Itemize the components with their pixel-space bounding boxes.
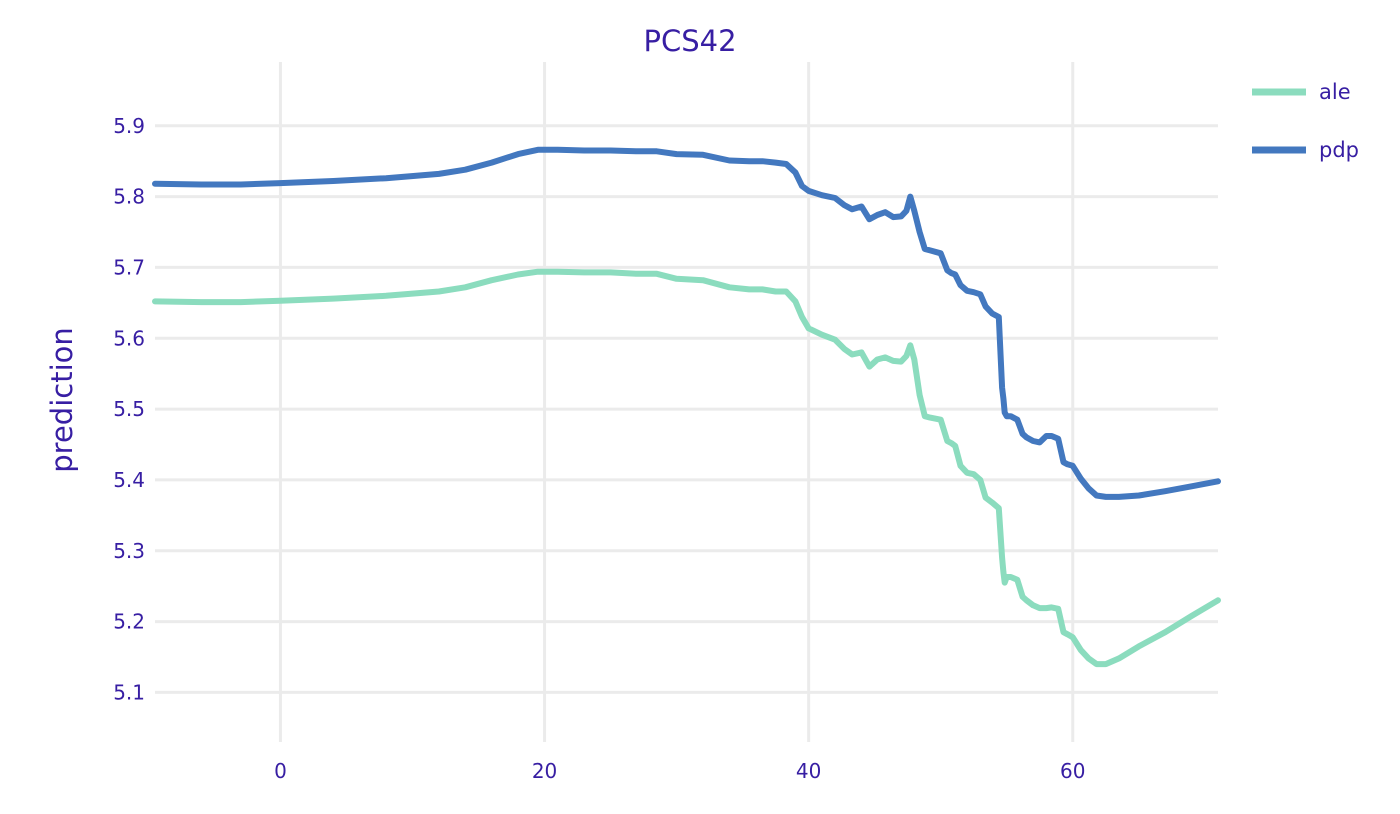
series-line-ale [152, 268, 1221, 668]
chart-title: PCS42 [643, 24, 736, 58]
legend-item-ale[interactable]: ale [1252, 80, 1351, 104]
x-tick-label: 40 [796, 759, 821, 783]
y-tick-label: 5.2 [113, 610, 145, 634]
y-tick-label: 5.1 [113, 680, 145, 704]
y-axis-title: prediction [45, 327, 79, 473]
y-tick-label: 5.5 [113, 397, 145, 421]
y-tick-label: 5.8 [113, 185, 145, 209]
x-tick-label: 0 [274, 759, 287, 783]
x-tick-label: 20 [532, 759, 557, 783]
y-tick-label: 5.4 [113, 468, 145, 492]
y-tick-label: 5.7 [113, 255, 145, 279]
series-lines [152, 146, 1221, 668]
legend[interactable]: ale pdp [1252, 80, 1359, 162]
legend-label: pdp [1319, 138, 1359, 162]
series-line-pdp [152, 146, 1221, 500]
y-tick-label: 5.6 [113, 326, 145, 350]
legend-item-pdp[interactable]: pdp [1252, 138, 1359, 162]
axis-tick-labels: 5.1 5.2 5.3 5.4 5.5 5.6 5.7 5.8 5.9 0 20 40 60 [113, 114, 1085, 783]
y-tick-label: 5.3 [113, 539, 145, 563]
y-tick-label: 5.9 [113, 114, 145, 138]
legend-label: ale [1319, 80, 1351, 104]
x-tick-label: 60 [1060, 759, 1085, 783]
grid-lines [155, 62, 1218, 742]
